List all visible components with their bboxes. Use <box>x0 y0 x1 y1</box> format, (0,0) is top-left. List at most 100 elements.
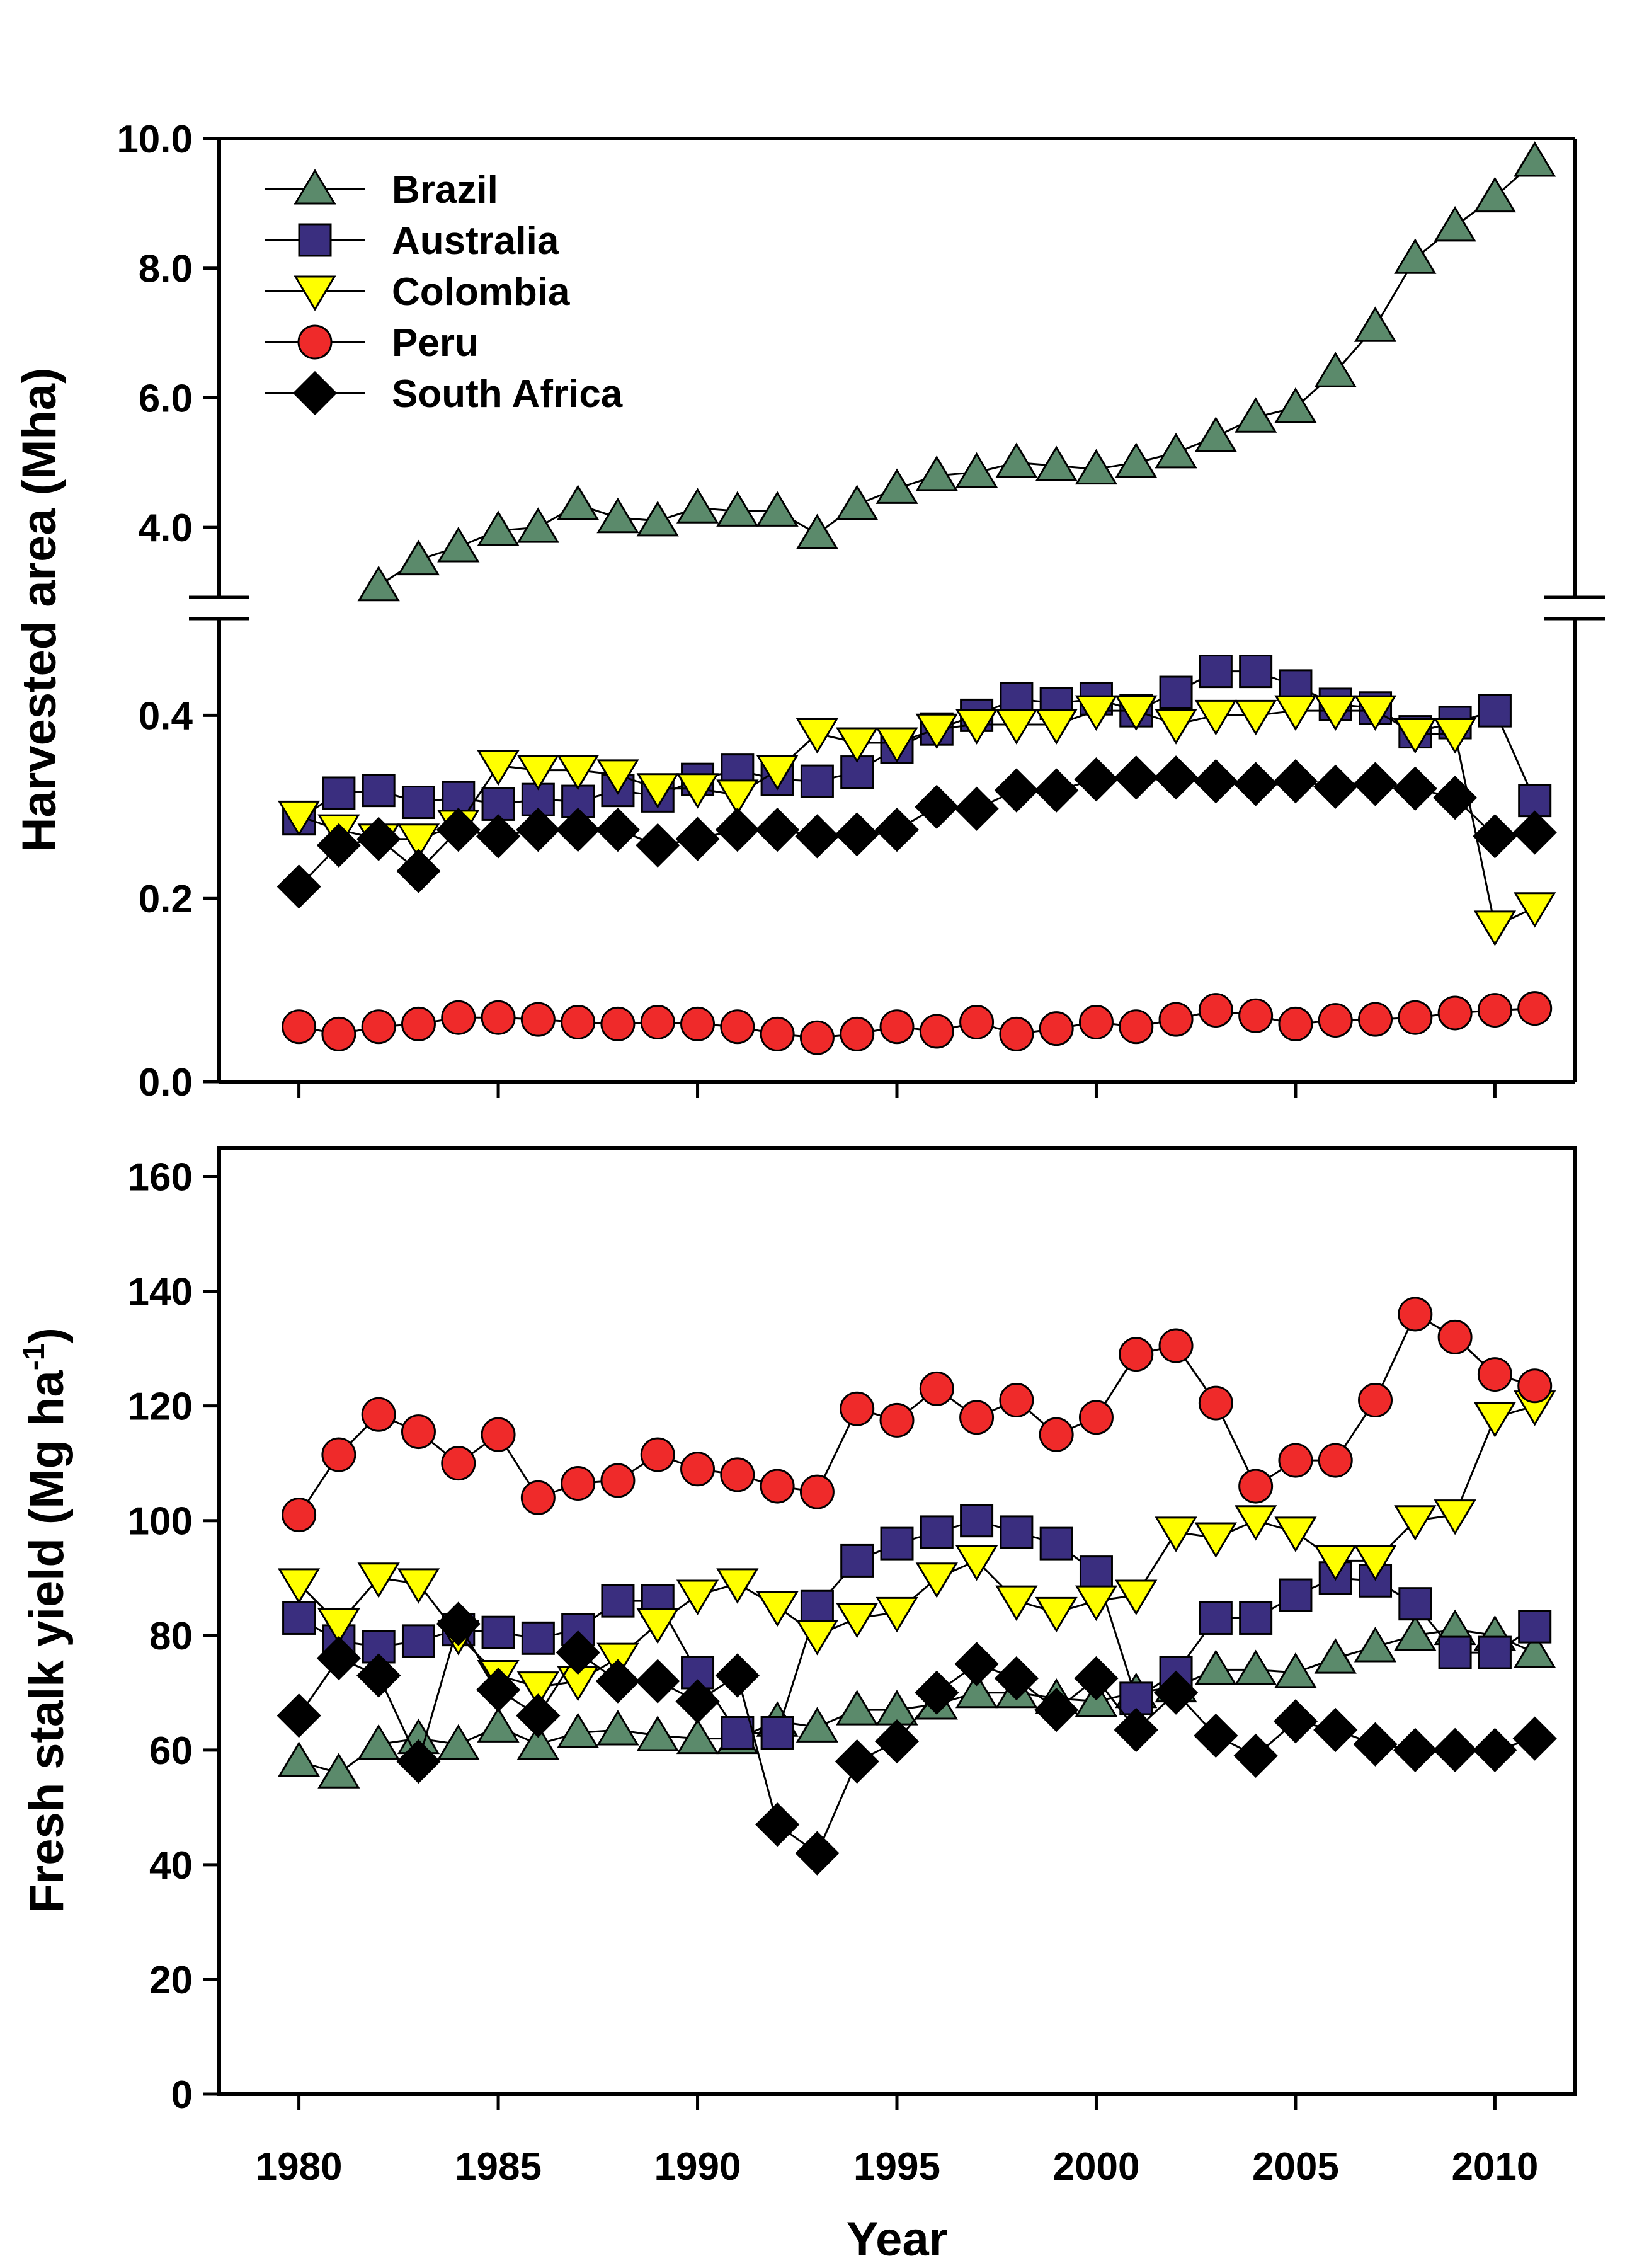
data-point <box>1313 1707 1358 1753</box>
data-point <box>636 1715 679 1751</box>
data-point <box>595 1659 641 1704</box>
data-point <box>1394 718 1437 754</box>
data-point <box>676 488 719 524</box>
data-point <box>1075 449 1118 485</box>
data-point <box>1437 1319 1473 1354</box>
data-point <box>874 808 920 852</box>
data-point <box>795 814 840 859</box>
data-point <box>1035 445 1078 481</box>
data-point <box>437 1724 480 1760</box>
y-tick-label: 6.0 <box>139 377 193 420</box>
data-point <box>1438 1635 1472 1670</box>
data-point <box>1512 810 1557 855</box>
data-point <box>600 1006 636 1041</box>
data-point <box>277 1693 321 1738</box>
data-point <box>915 1670 959 1715</box>
data-point <box>1434 1499 1476 1535</box>
data-point <box>1514 892 1556 928</box>
y-tick-label: 120 <box>128 1385 193 1429</box>
data-point <box>357 1724 400 1760</box>
legend-marker <box>294 275 336 311</box>
data-point <box>477 510 520 546</box>
data-point <box>876 468 918 504</box>
data-point <box>1279 1578 1313 1612</box>
data-point <box>840 1391 875 1426</box>
data-point <box>1512 1716 1557 1761</box>
y-tick-label: 4.0 <box>139 507 193 550</box>
data-point <box>954 786 999 831</box>
y-tick-label: 0.4 <box>139 694 193 738</box>
data-point <box>1353 1722 1398 1767</box>
data-point <box>955 452 998 488</box>
data-point <box>397 539 440 576</box>
data-point <box>756 491 799 527</box>
series-south-africa <box>277 755 1557 909</box>
data-point <box>835 812 879 857</box>
data-point <box>636 500 679 537</box>
data-point <box>1233 762 1278 806</box>
data-point <box>321 1437 356 1472</box>
y-tick-label: 0.2 <box>139 878 193 921</box>
data-point <box>1078 1400 1114 1435</box>
legend-label: Colombia <box>392 270 570 314</box>
data-point <box>1473 176 1517 213</box>
y-tick-label: 10.0 <box>117 118 193 161</box>
data-point <box>362 774 396 808</box>
data-point <box>556 808 600 852</box>
data-point <box>317 1608 360 1644</box>
data-point <box>755 1802 800 1847</box>
data-point <box>955 1545 998 1581</box>
y-tick-label: 0.0 <box>139 1061 193 1104</box>
data-point <box>361 1397 396 1432</box>
data-point <box>356 816 401 861</box>
data-point <box>516 1693 561 1738</box>
data-point <box>1199 1601 1233 1635</box>
data-point <box>1354 1627 1397 1663</box>
data-point <box>1434 718 1476 754</box>
data-point <box>516 808 561 852</box>
data-point <box>716 779 759 815</box>
data-point <box>1353 762 1398 806</box>
data-point <box>1274 695 1317 731</box>
data-point <box>636 773 679 809</box>
data-point <box>516 755 559 791</box>
data-point <box>1079 1555 1113 1589</box>
data-point <box>1273 1699 1318 1744</box>
data-point <box>1239 1601 1273 1635</box>
data-point <box>1238 1469 1274 1504</box>
data-point <box>874 1719 920 1764</box>
data-point <box>675 816 720 861</box>
data-point <box>1115 442 1158 478</box>
series-colombia <box>277 1390 1556 1707</box>
data-point <box>796 513 839 549</box>
data-point <box>796 1620 839 1656</box>
data-point <box>756 755 799 791</box>
data-point <box>1478 694 1512 728</box>
data-point <box>1194 1649 1237 1685</box>
data-point <box>1235 397 1277 433</box>
data-point <box>1514 1632 1556 1668</box>
data-point <box>1394 238 1437 274</box>
data-point <box>1235 1505 1277 1541</box>
data-point <box>1198 1385 1233 1421</box>
data-point <box>361 1009 396 1045</box>
data-point <box>955 1672 998 1709</box>
data-point <box>1115 1579 1158 1615</box>
data-point <box>999 1016 1034 1051</box>
data-point <box>1478 1635 1512 1670</box>
y-tick-label: 0 <box>171 2073 193 2117</box>
data-point <box>436 1601 481 1646</box>
data-point <box>879 1402 915 1438</box>
x-tick-label: 2000 <box>1053 2145 1140 2189</box>
data-point <box>1035 1596 1078 1633</box>
harvested-area-panel: 4.0 6.0 8.0 10.0 0.0 0.2 0.4 Harvested area (Mh… <box>13 118 1605 1104</box>
x-tick-label: 2005 <box>1252 2145 1339 2189</box>
series-line <box>298 1312 1536 1516</box>
data-point <box>1153 1670 1199 1715</box>
data-point <box>481 1615 515 1649</box>
data-point <box>1473 814 1517 859</box>
data-point <box>760 1016 795 1051</box>
data-point <box>1034 1687 1079 1732</box>
data-point <box>1155 432 1197 469</box>
data-point <box>919 1371 954 1406</box>
